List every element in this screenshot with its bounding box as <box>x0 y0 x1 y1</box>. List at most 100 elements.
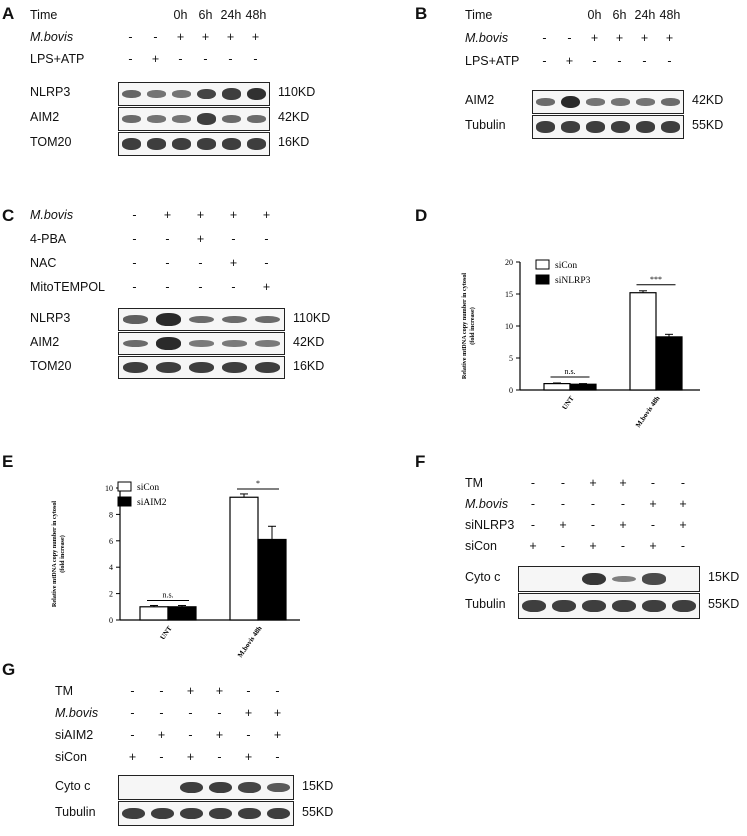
condition-value: 48h <box>245 8 267 22</box>
condition-value: - <box>159 684 164 698</box>
blot-band <box>535 121 556 133</box>
blot-band <box>238 781 261 794</box>
blot-band <box>196 113 217 125</box>
bar <box>629 292 657 391</box>
significance-label: * <box>256 479 260 488</box>
condition-value: - <box>542 54 547 68</box>
condition-value: + <box>215 684 224 698</box>
condition-value: - <box>590 518 596 532</box>
condition-value: - <box>667 54 672 68</box>
y-tick-label: 10 <box>505 322 513 331</box>
blot-band <box>635 121 656 133</box>
protein-label-aim2: AIM2 <box>30 110 60 124</box>
legend-swatch <box>535 274 550 285</box>
blot-band <box>122 807 145 820</box>
condition-value: - <box>253 52 258 66</box>
condition-value: - <box>130 706 135 720</box>
condition-value: - <box>132 208 137 222</box>
condition-value: - <box>592 54 597 68</box>
bar <box>257 538 287 621</box>
condition-value: + <box>589 476 597 490</box>
bar <box>229 496 259 621</box>
y-tick-label: 8 <box>109 510 113 519</box>
condition-value: + <box>665 31 674 45</box>
condition-label-sicon: siCon <box>55 750 87 764</box>
protein-label-nlrp3: NLRP3 <box>30 310 71 325</box>
blot-strip-cyto-c <box>118 775 294 800</box>
condition-value: - <box>217 706 222 720</box>
blot-band <box>171 90 192 98</box>
condition-value: + <box>649 539 657 553</box>
molecular-weight-label: 110KD <box>278 85 316 99</box>
condition-value: - <box>560 497 566 511</box>
legend-swatch <box>117 481 132 492</box>
condition-value: + <box>196 232 205 246</box>
blot-band <box>635 98 656 106</box>
condition-value: - <box>132 232 137 246</box>
blot-band <box>221 340 248 347</box>
condition-value: + <box>251 30 260 44</box>
panel-label-a: A <box>2 4 15 23</box>
condition-label-m-bovis: M.bovis <box>465 31 509 45</box>
blot-band <box>221 315 248 324</box>
bar <box>167 606 197 621</box>
blot-band <box>209 807 232 820</box>
condition-value: + <box>157 728 166 742</box>
condition-value: 6h <box>612 8 627 22</box>
condition-value: - <box>165 232 170 246</box>
blot-band <box>221 88 242 100</box>
blot-band <box>660 121 681 133</box>
blot-band <box>585 121 606 133</box>
protein-label-tubulin: Tubulin <box>465 118 506 132</box>
condition-label-m-bovis: M.bovis <box>30 208 74 222</box>
condition-value: - <box>620 539 626 553</box>
blot-band <box>122 361 149 373</box>
significance-label: *** <box>650 275 662 284</box>
molecular-weight-label: 42KD <box>293 334 325 349</box>
condition-value: - <box>165 280 170 294</box>
blot-band <box>221 361 248 373</box>
condition-value: - <box>542 31 547 45</box>
condition-value: - <box>130 728 135 742</box>
condition-value: - <box>178 52 183 66</box>
chart-panel-d: 0 5 10 15 20 Relative mtDNA copy number in cy… <box>461 258 700 429</box>
blot-band <box>196 138 217 150</box>
protein-label-aim2: AIM2 <box>30 334 60 349</box>
condition-value: - <box>275 750 280 764</box>
blot-strip-tom20 <box>118 356 285 379</box>
condition-value: - <box>264 256 269 270</box>
condition-value: + <box>244 750 253 764</box>
y-tick-label: 2 <box>109 590 113 599</box>
condition-value: 48h <box>659 8 681 22</box>
condition-label-sinlrp3: siNLRP3 <box>465 518 515 532</box>
condition-value: - <box>228 52 233 66</box>
condition-value: + <box>273 706 282 720</box>
blot-band <box>188 340 215 347</box>
blot-band <box>146 90 167 98</box>
condition-label-m-bovis: M.bovis <box>30 30 74 44</box>
blot-band <box>122 315 149 324</box>
condition-value: - <box>159 750 164 764</box>
condition-value: - <box>650 518 656 532</box>
condition-label-m-bovis: M.bovis <box>465 497 509 511</box>
blot-band <box>121 138 142 150</box>
condition-label-nac: NAC <box>30 256 57 270</box>
protein-label-cyto-c: Cyto c <box>55 778 91 793</box>
condition-value: + <box>186 684 195 698</box>
blot-band <box>221 138 242 150</box>
condition-value: 24h <box>220 8 242 22</box>
blot-band <box>155 361 182 373</box>
chart-panel-e: 0 2 4 6 8 10 Relative mtDNA copy number in cyt… <box>51 479 300 659</box>
condition-value: - <box>203 52 208 66</box>
condition-value: + <box>128 750 137 764</box>
y-tick-label: 6 <box>109 537 113 546</box>
blot-strip-tubulin <box>532 115 684 139</box>
blot-band <box>254 340 281 347</box>
blot-band <box>660 98 681 106</box>
blot-band <box>122 339 149 348</box>
y-tick-label: 20 <box>505 258 513 267</box>
blot-band <box>171 115 192 123</box>
x-tick-label: UNT <box>561 394 576 411</box>
condition-value: - <box>642 54 647 68</box>
blot-band <box>254 361 281 373</box>
